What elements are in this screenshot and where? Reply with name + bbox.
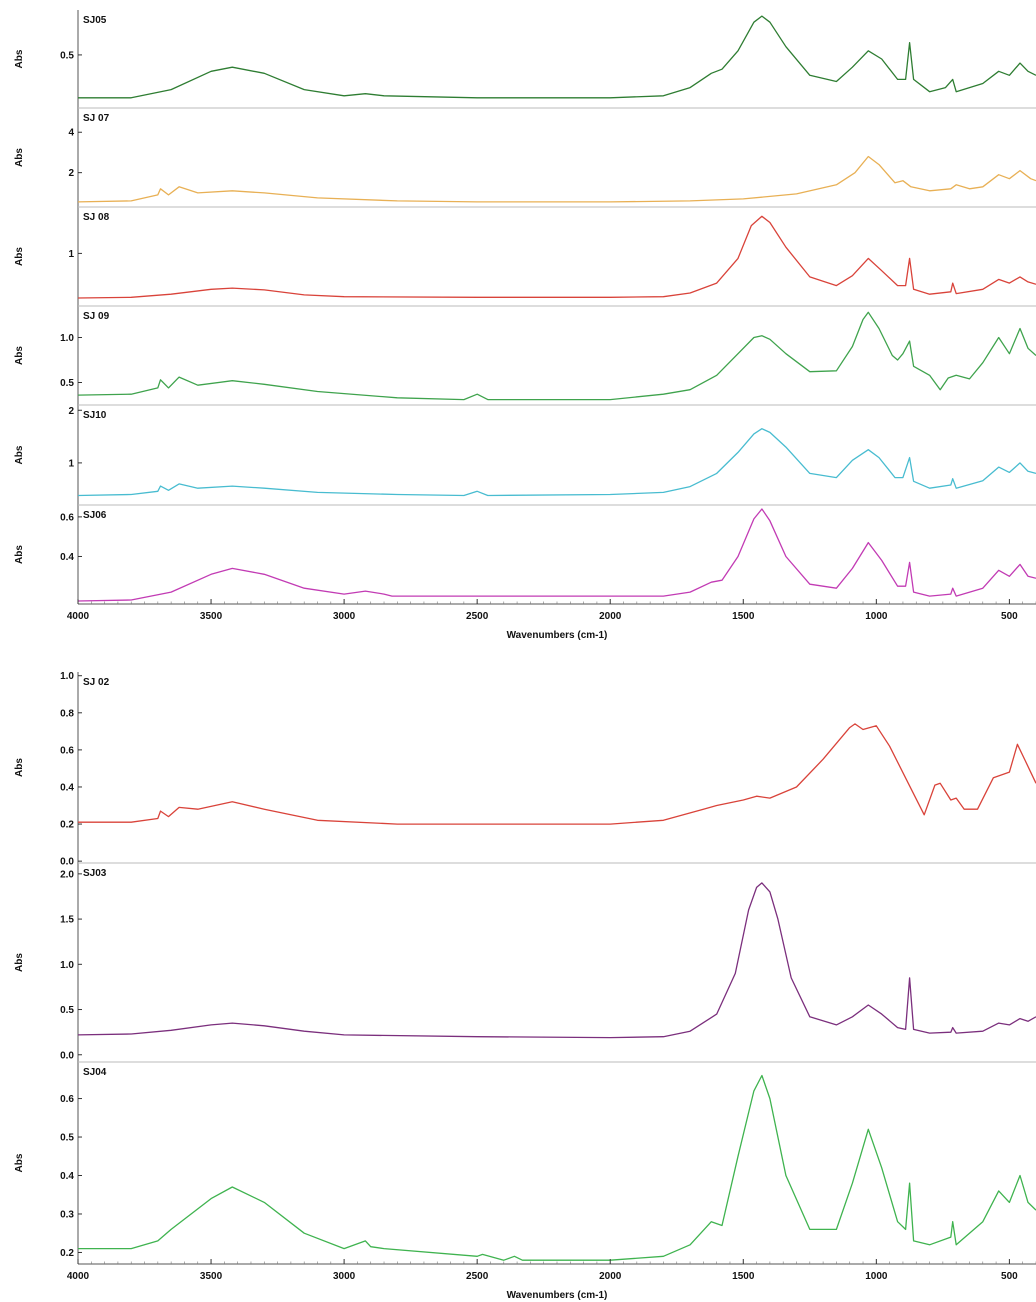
- chart2-series-label: SJ 02: [83, 677, 110, 688]
- chart2-y-tick-label: 0.6: [60, 745, 74, 756]
- chart1-series-line: [77, 428, 1036, 497]
- chart2-y-axis-label: Abs: [14, 758, 25, 777]
- chart1-series-line: [77, 155, 1036, 203]
- chart1-y-axis-label: Abs: [14, 148, 25, 167]
- chart1-y-tick-label: 0.5: [60, 378, 74, 389]
- chart2-y-tick-label: 0.4: [60, 1171, 74, 1182]
- chart2-y-tick-label: 1.5: [60, 915, 74, 926]
- chart2-series-line: [77, 882, 1036, 1039]
- chart2-x-tick-label: 4000: [67, 1271, 90, 1282]
- chart2-y-tick-label: 0.2: [60, 820, 74, 831]
- chart1-series-label: SJ 07: [83, 113, 110, 124]
- chart1-y-tick-label: 1: [68, 458, 74, 469]
- chart1-x-tick-label: 3500: [200, 611, 223, 622]
- chart2-y-axis-label: Abs: [14, 953, 25, 972]
- chart1-y-tick-label: 0.4: [60, 552, 74, 563]
- chart1-y-axis-label: Abs: [14, 247, 25, 266]
- chart1-y-tick-label: 0.5: [60, 50, 74, 61]
- chart1-series-label: SJ06: [83, 510, 107, 521]
- chart1-y-axis-label: Abs: [14, 545, 25, 564]
- chart2-series-line: [78, 1074, 1036, 1261]
- chart2-y-tick-label: 0.4: [60, 782, 74, 793]
- chart2-y-tick-label: 0.0: [60, 857, 74, 868]
- chart1-series-label: SJ 08: [83, 212, 110, 223]
- chart1-x-tick-label: 2500: [466, 611, 489, 622]
- chart1-x-tick-label: 1500: [732, 611, 755, 622]
- chart2-y-tick-label: 0.3: [60, 1209, 74, 1220]
- chart1-y-tick-label: 1.0: [60, 333, 74, 344]
- chart2-y-tick-label: 0.0: [60, 1050, 74, 1061]
- chart1-y-tick-label: 2: [68, 168, 74, 179]
- chart1-x-tick-label: 3000: [333, 611, 356, 622]
- chart2-x-tick-label: 2500: [466, 1271, 489, 1282]
- chart2-y-tick-label: 1.0: [60, 671, 74, 682]
- chart2-x-tick-label: 2000: [599, 1271, 622, 1282]
- chart2-y-tick-label: 0.5: [60, 1005, 74, 1016]
- chart2-x-tick-label: 1000: [865, 1271, 888, 1282]
- chart1-y-tick-label: 4: [68, 128, 74, 139]
- chart2-series-line: [78, 723, 1036, 825]
- chart1-x-tick-label: 4000: [67, 611, 90, 622]
- chart2-y-tick-label: 0.8: [60, 708, 74, 719]
- chart2-x-tick-label: 500: [1001, 1271, 1018, 1282]
- chart1-y-tick-label: 0.6: [60, 512, 74, 523]
- chart1-y-tick-label: 2: [68, 406, 74, 417]
- chart1-y-tick-label: 1: [68, 249, 74, 260]
- chart1-series-line: [77, 508, 1036, 602]
- chart1-x-tick-label: 500: [1001, 611, 1018, 622]
- chart2-y-tick-label: 0.6: [60, 1094, 74, 1105]
- chart1-series-line: [78, 15, 1036, 99]
- chart1-series-label: SJ10: [83, 410, 107, 421]
- chart1-series-label: SJ 09: [83, 311, 110, 322]
- chart2-x-tick-label: 3500: [200, 1271, 223, 1282]
- chart1-y-axis-label: Abs: [14, 49, 25, 68]
- chart2-y-axis-label: Abs: [14, 1153, 25, 1172]
- chart2-y-tick-label: 2.0: [60, 869, 74, 880]
- chart1-series-line: [77, 215, 1036, 299]
- chart2-x-tick-label: 1500: [732, 1271, 755, 1282]
- chart2-series-label: SJ03: [83, 868, 107, 879]
- chart2-y-tick-label: 1.0: [60, 960, 74, 971]
- chart2-y-tick-label: 0.5: [60, 1133, 74, 1144]
- chart1-x-tick-label: 2000: [599, 611, 622, 622]
- chart2-x-axis-label: Wavenumbers (cm-1): [507, 1290, 608, 1301]
- chart1-y-axis-label: Abs: [14, 445, 25, 464]
- chart1-x-axis-label: Wavenumbers (cm-1): [507, 630, 608, 641]
- chart2-series-label: SJ04: [83, 1067, 107, 1078]
- chart2-x-tick-label: 3000: [333, 1271, 356, 1282]
- chart2-y-tick-label: 0.2: [60, 1248, 74, 1259]
- chart1-x-tick-label: 1000: [865, 611, 888, 622]
- chart1-y-axis-label: Abs: [14, 346, 25, 365]
- chart1-series-line: [77, 311, 1036, 401]
- chart1-series-label: SJ05: [83, 15, 107, 26]
